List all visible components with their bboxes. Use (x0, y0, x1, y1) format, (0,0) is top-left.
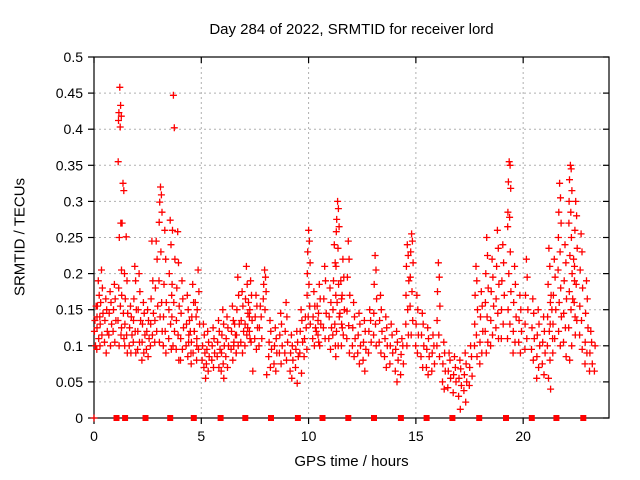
square-marker-hourly-zero-markers (528, 415, 535, 421)
y-tick-label: 0.05 (56, 374, 83, 390)
square-marker-hourly-zero-markers (242, 415, 249, 421)
square-marker-hourly-zero-markers (113, 415, 120, 421)
y-tick-label: 0.4 (64, 121, 84, 137)
square-marker-hourly-zero-markers (449, 415, 456, 421)
square-marker-hourly-zero-markers (503, 415, 509, 421)
square-marker-hourly-zero-markers (553, 415, 560, 421)
y-tick-label: 0.15 (56, 302, 83, 318)
square-marker-hourly-zero-markers (167, 415, 174, 421)
square-marker-hourly-zero-markers (476, 415, 483, 421)
scatter-points-srmtid (90, 83, 599, 422)
x-tick-label: 10 (301, 428, 317, 444)
y-tick-label: 0.1 (64, 338, 84, 354)
y-tick-label: 0.5 (64, 49, 84, 65)
y-tick-label: 0.25 (56, 230, 83, 246)
plot-border (93, 56, 610, 419)
square-marker-hourly-zero-markers (371, 415, 377, 421)
square-marker-hourly-zero-markers (345, 415, 352, 421)
chart-title: Day 284 of 2022, SRMTID for receiver lor… (209, 21, 494, 38)
square-marker-hourly-zero-markers (294, 415, 301, 421)
y-tick-label: 0 (75, 410, 83, 426)
square-marker-hourly-zero-markers (423, 415, 430, 421)
x-axis-label: GPS time / hours (294, 453, 409, 470)
y-tick-label: 0.3 (64, 193, 84, 209)
square-marker-hourly-zero-markers (580, 415, 587, 421)
square-marker-hourly-zero-markers (122, 415, 129, 421)
square-marker-hourly-zero-markers (268, 415, 274, 421)
square-marker-hourly-zero-markers (142, 415, 149, 421)
square-marker-hourly-zero-markers (397, 415, 404, 421)
y-tick-label: 0.2 (64, 266, 84, 282)
y-tick-label: 0.45 (56, 85, 83, 101)
x-tick-label: 0 (90, 428, 98, 444)
square-marker-hourly-zero-markers (319, 415, 326, 421)
y-tick-label: 0.35 (56, 157, 83, 173)
x-tick-label: 15 (408, 428, 424, 444)
square-marker-hourly-zero-markers (217, 415, 224, 421)
x-tick-label: 5 (197, 428, 205, 444)
square-marker-hourly-zero-markers (190, 415, 197, 421)
x-tick-label: 20 (515, 428, 531, 444)
